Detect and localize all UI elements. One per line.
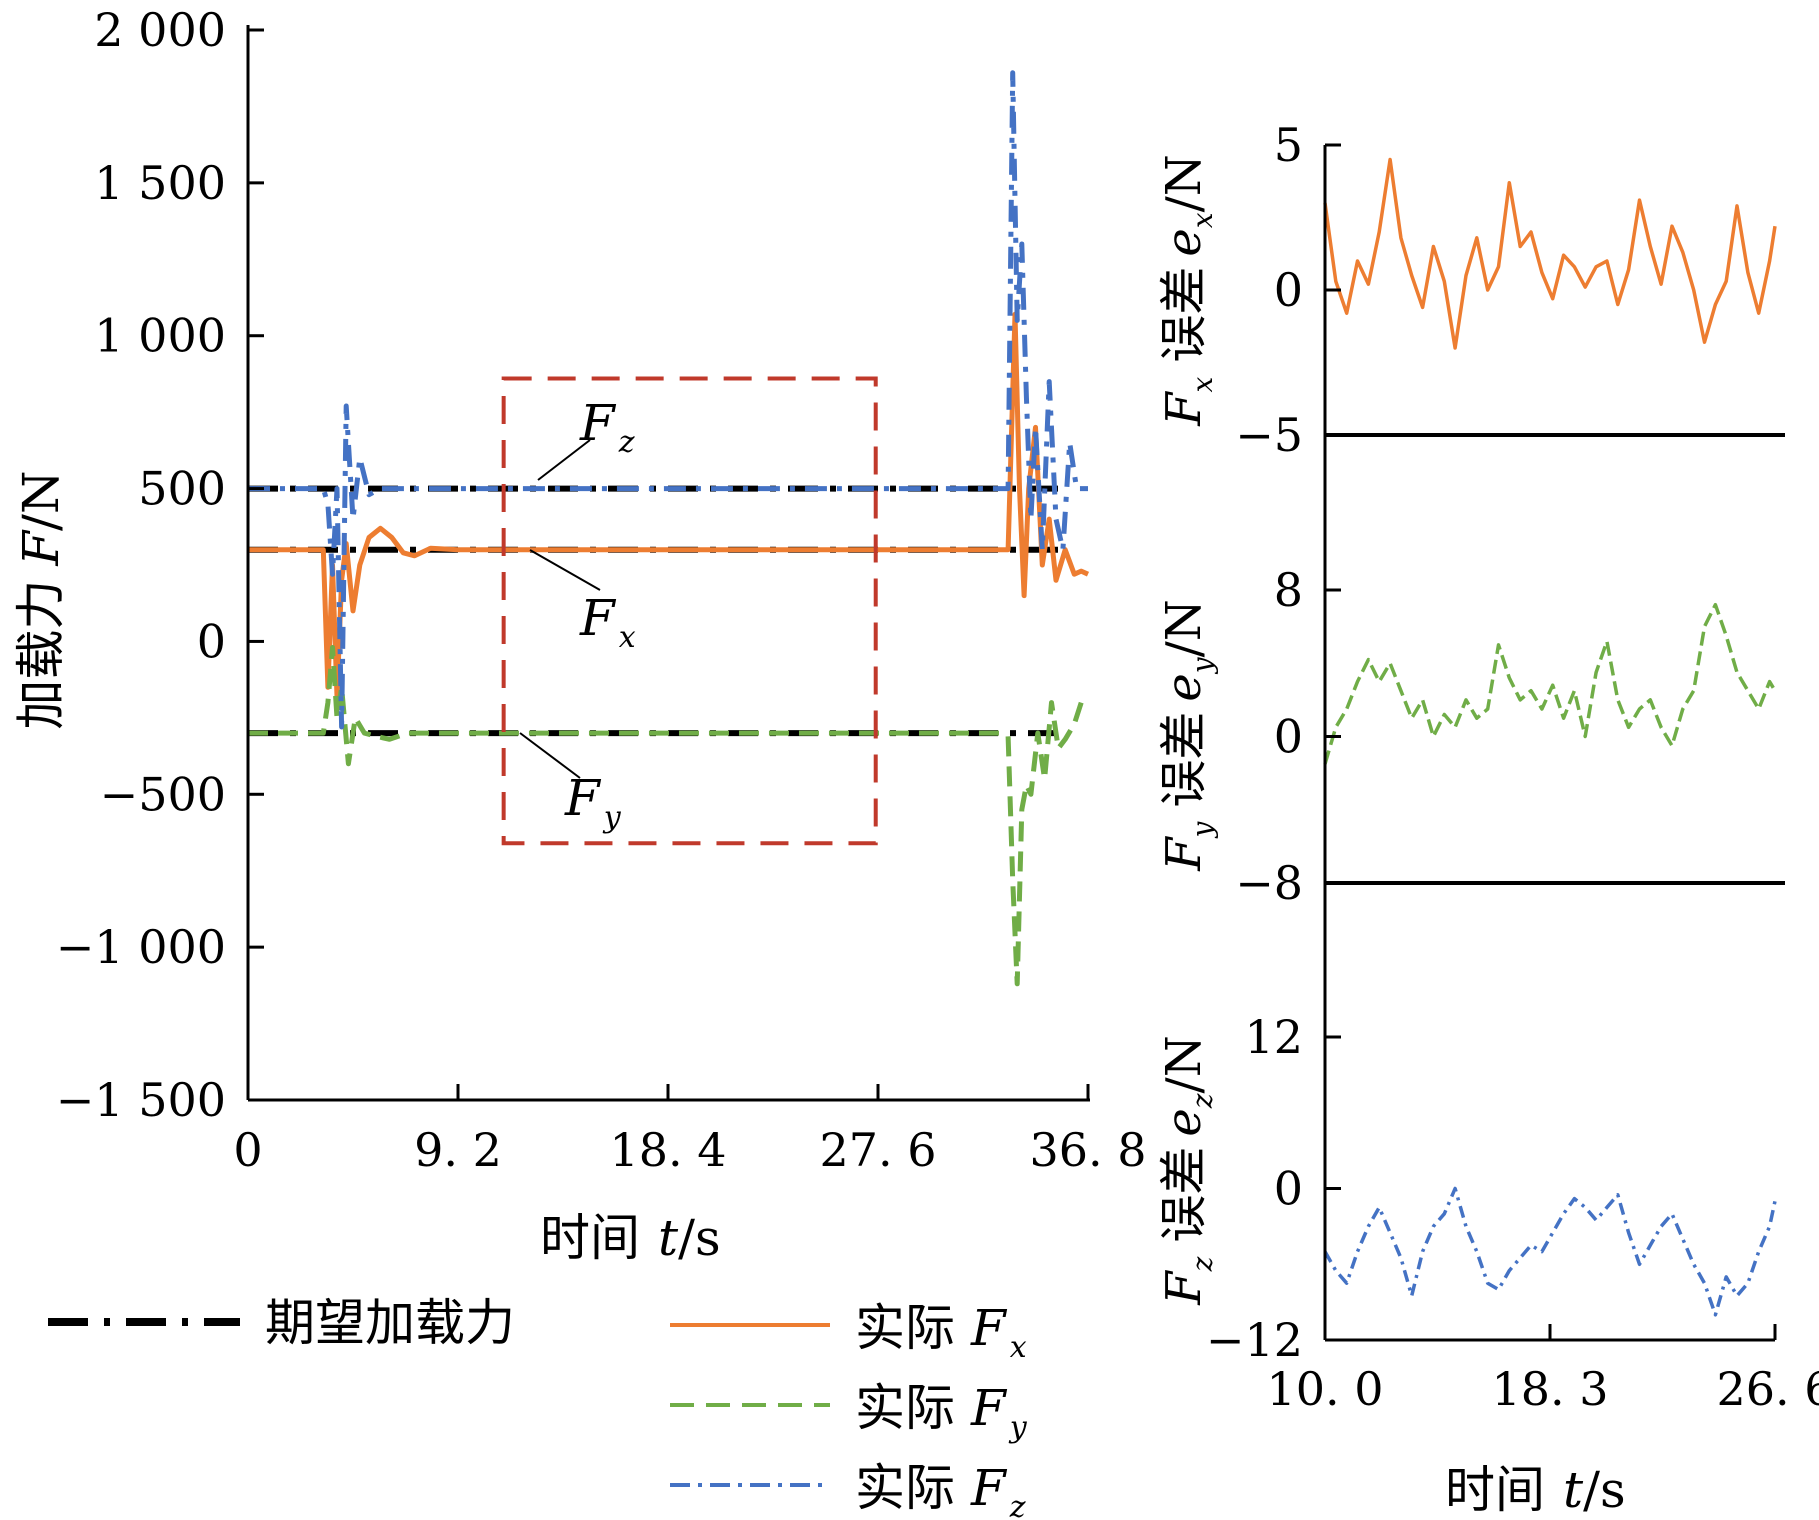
main-x-tick-label: 18. 4 [609,1123,726,1177]
side-x-ticks: 10. 0 18. 3 26. 6 [1266,1324,1819,1416]
main-y-tick-label: −1 000 [56,920,226,974]
ann-fy-leader [519,732,581,779]
side-y-tick-label: 12 [1244,1010,1303,1064]
legend-label-desired: 期望加载力 [265,1294,515,1352]
main-x-tick-label: 0 [233,1123,262,1177]
main-y-tick-label: 0 [197,614,226,668]
main-x-label: 时间 t/s [540,1209,721,1267]
side-x-label: 时间 t/s [1445,1461,1626,1519]
main-series-layer [248,70,1090,987]
side-y-tick-label: 0 [1274,710,1303,764]
main-y-tick-label: 1 500 [94,156,226,210]
side-y-tick-label: −12 [1206,1313,1303,1367]
error-ez-line [1323,1186,1777,1317]
side-x-tick-label: 10. 0 [1266,1362,1383,1416]
main-x-tick-label: 9. 2 [414,1123,502,1177]
side-y-tick-label: −5 [1235,408,1303,462]
side-y-tick-label: 8 [1274,563,1303,617]
main-y-ticks: 2 000 1 500 1 000 500 0 −500 −1 000 −1 500 [56,3,264,1127]
ann-fz-leader [537,439,591,481]
side-y-tick-label: 5 [1274,118,1303,172]
side-series-layer [1323,157,1777,1317]
main-chart: 2 000 1 500 1 000 500 0 −500 −1 000 −1 500 0 9. … [12,3,1147,1267]
main-y-tick-label: −1 500 [56,1073,226,1127]
side-y-ticks: 5 0 −5 8 0 −8 12 0 −12 [1206,118,1341,1367]
error-ey-line [1323,602,1777,765]
highlight-box [501,376,878,846]
ex-y-label: Fx误差ex/N [1156,154,1219,427]
series-fx-line [248,311,1090,699]
side-y-tick-label: −8 [1235,856,1303,910]
ez-y-label: Fz误差ez/N [1156,1035,1219,1305]
side-y-tick-label: 0 [1274,263,1303,317]
main-y-tick-label: 2 000 [94,3,226,57]
side-x-tick-label: 26. 6 [1716,1362,1819,1416]
error-ex-line [1323,157,1777,350]
side-x-tick-label: 18. 3 [1491,1362,1608,1416]
main-x-tick-label: 36. 8 [1029,1123,1146,1177]
ann-fx-leader [529,549,601,591]
main-x-ticks: 0 9. 2 18. 4 27. 6 36. 8 [233,1084,1147,1177]
main-y-tick-label: 1 000 [94,309,226,363]
ey-y-label: Fy误差ey/N [1156,599,1219,872]
main-y-tick-label: 500 [138,462,226,516]
side-y-tick-label: 0 [1274,1162,1303,1216]
series-fz-line [248,70,1088,730]
series-fy-line [248,645,1084,987]
main-y-label: 加载力F/N [12,470,70,729]
main-x-tick-label: 27. 6 [819,1123,936,1177]
main-y-tick-label: −500 [100,767,226,821]
